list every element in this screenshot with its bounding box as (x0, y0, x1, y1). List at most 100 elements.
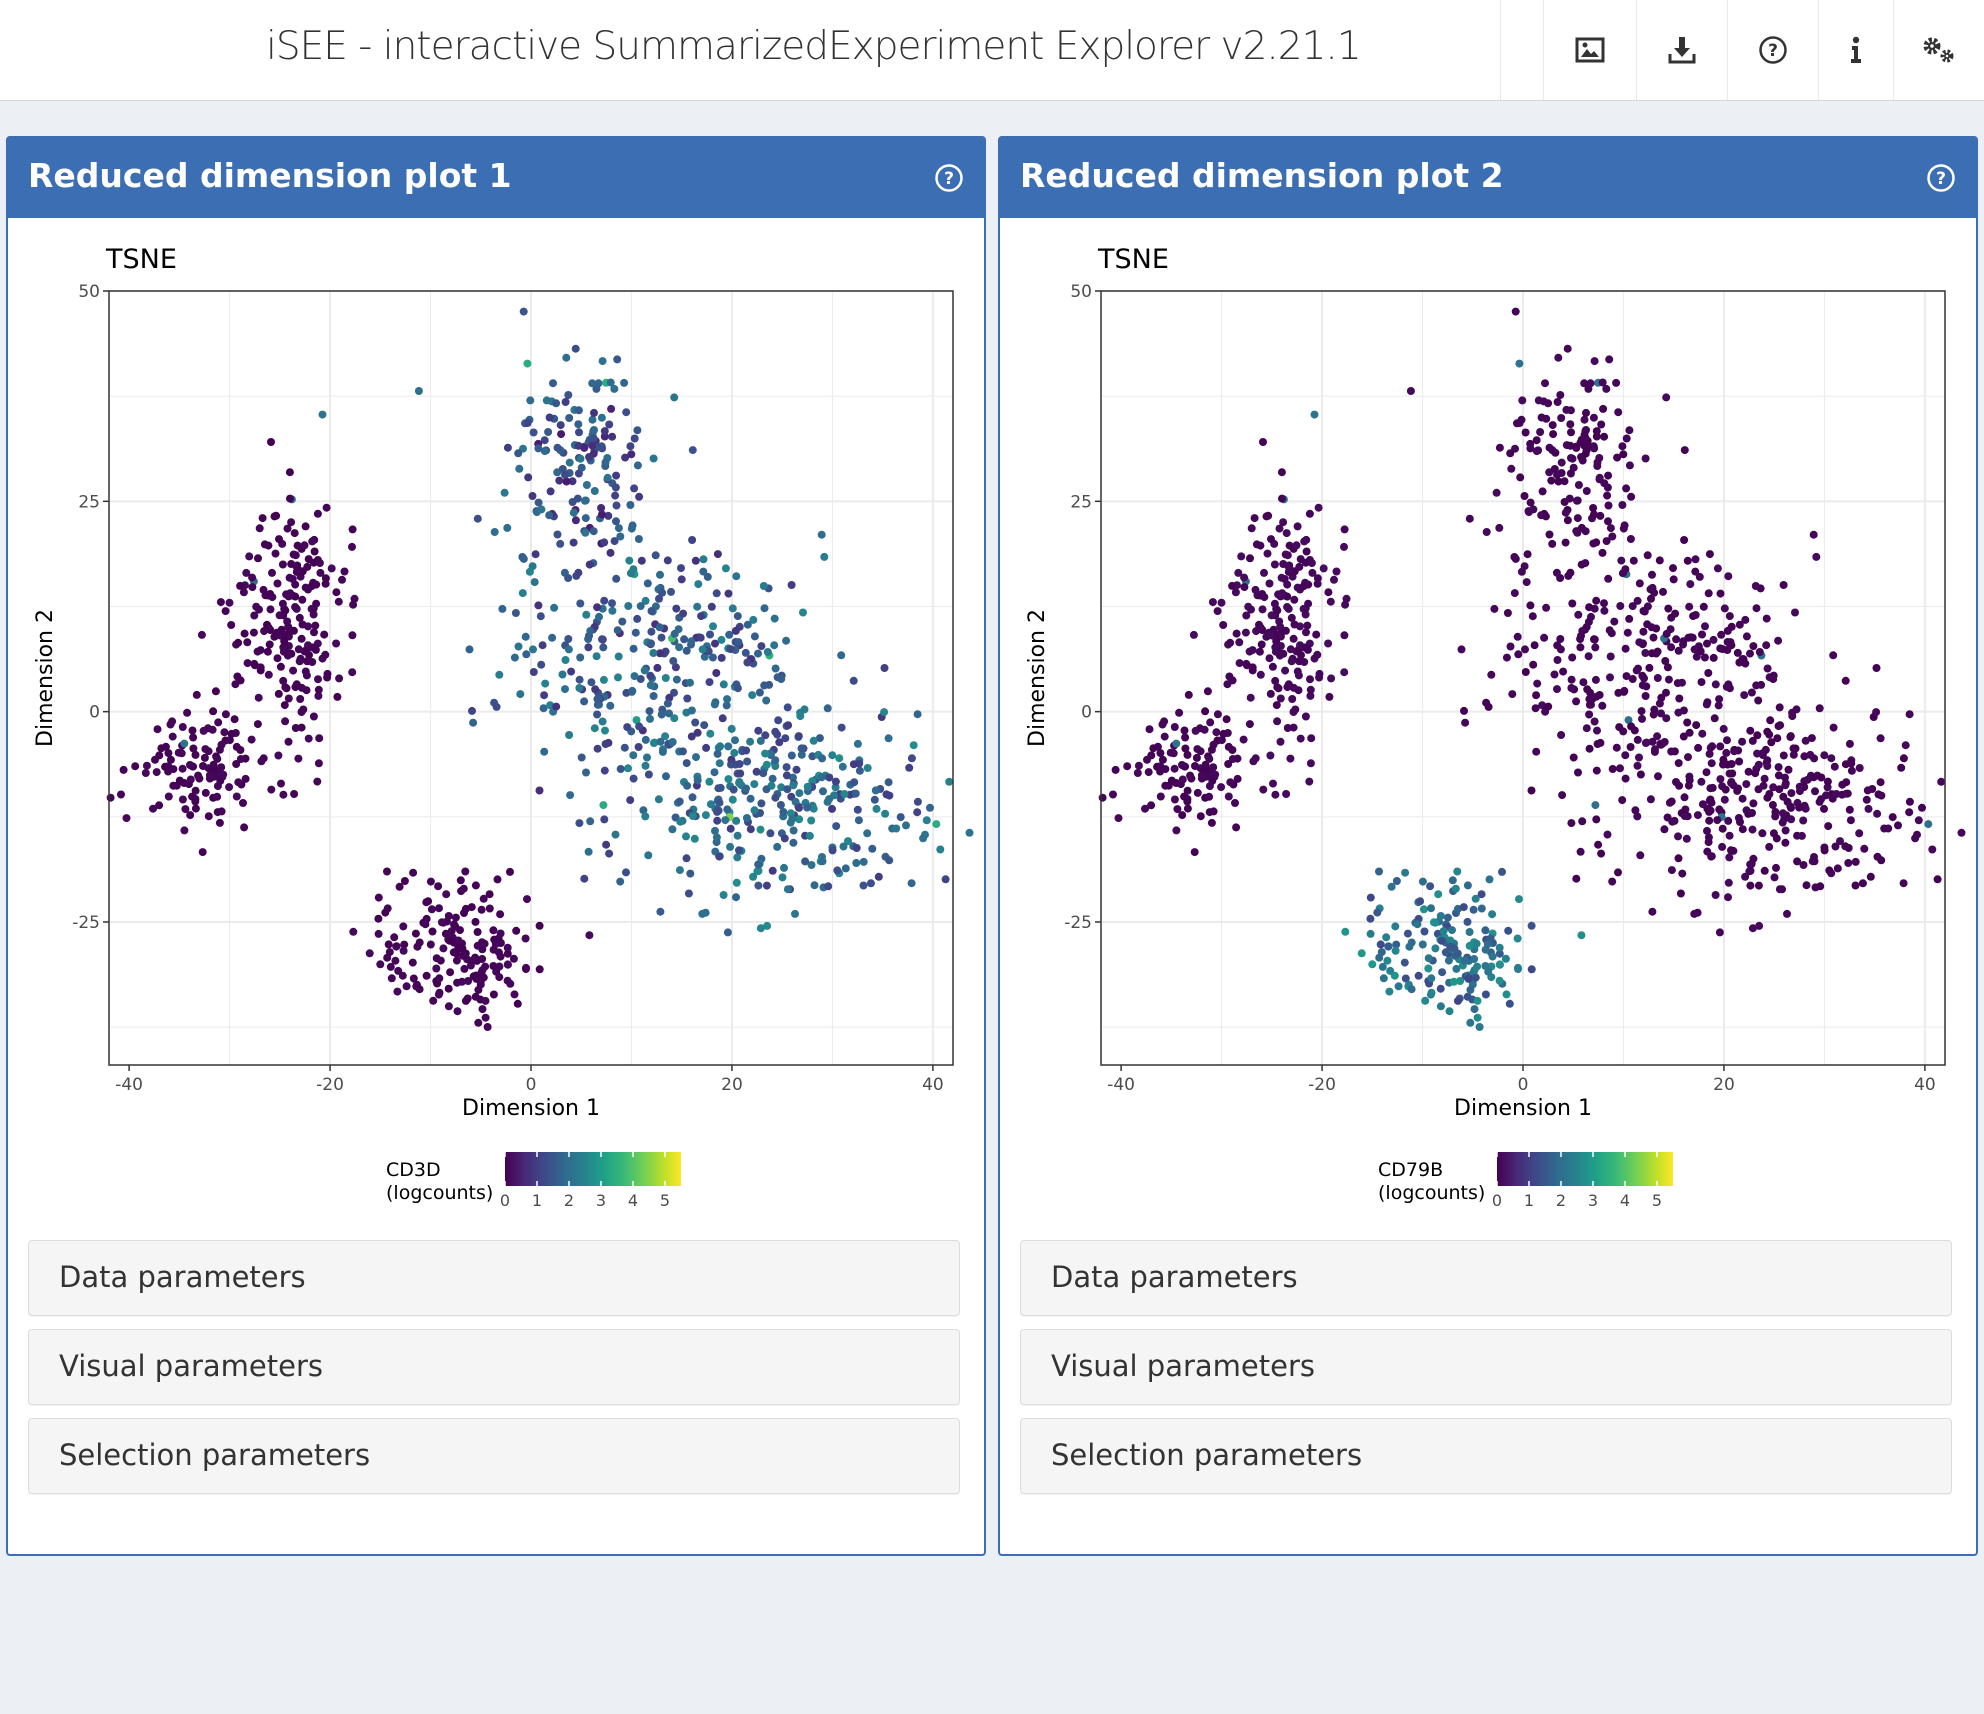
data-point (510, 990, 519, 999)
data-point (635, 722, 644, 731)
data-point (1672, 635, 1681, 644)
data-point (707, 602, 716, 611)
data-point (1156, 749, 1165, 758)
data-point (1638, 681, 1647, 690)
data-point (1406, 387, 1415, 395)
data-point (1392, 877, 1401, 885)
data-point (593, 603, 602, 612)
data-point (220, 728, 229, 737)
data-point (555, 476, 564, 485)
visual-parameters-accordion[interactable]: Visual parameters (28, 1329, 960, 1405)
data-point (1466, 985, 1475, 994)
data-point (1815, 797, 1824, 806)
data-point (451, 913, 460, 922)
data-parameters-accordion[interactable]: Data parameters (28, 1240, 960, 1316)
data-point (535, 786, 544, 795)
data-point (387, 974, 396, 983)
data-point (1702, 700, 1711, 709)
data-point (628, 521, 637, 530)
data-point (291, 724, 300, 732)
data-point (428, 927, 437, 936)
data-point (1390, 971, 1399, 980)
data-point (1606, 524, 1615, 533)
selection-parameters-accordion[interactable]: Selection parameters (1020, 1418, 1952, 1494)
data-point (656, 649, 664, 658)
data-point (1306, 691, 1315, 700)
question-circle-icon[interactable]: ? (934, 163, 964, 193)
data-point (335, 674, 344, 683)
data-point (391, 956, 400, 965)
data-point (168, 717, 177, 726)
export-image-button[interactable] (1543, 0, 1636, 100)
data-point (817, 773, 826, 782)
data-point (178, 723, 187, 731)
data-point (460, 964, 469, 973)
data-point (611, 491, 620, 500)
data-point (1621, 644, 1630, 653)
data-point (1605, 626, 1614, 635)
panel-header: Reduced dimension plot 1 ? (8, 138, 984, 218)
data-point (1451, 884, 1460, 893)
data-point (481, 996, 490, 1005)
data-point (1306, 759, 1315, 768)
data-point (762, 696, 771, 705)
data-point (682, 646, 691, 655)
data-point (818, 857, 827, 866)
data-point (181, 805, 190, 814)
data-point (1844, 844, 1853, 852)
data-point (1722, 748, 1731, 757)
settings-button[interactable] (1893, 0, 1984, 100)
data-point (1297, 651, 1305, 660)
y-axis-label: Dimension 2 (33, 609, 58, 747)
data-point (1553, 685, 1561, 694)
data-point (230, 715, 239, 724)
y-tick-label: 0 (1081, 703, 1092, 723)
data-point (1403, 929, 1412, 938)
data-point (639, 806, 648, 815)
data-point (481, 1013, 490, 1022)
data-point (453, 1007, 462, 1016)
data-point (1660, 738, 1669, 746)
info-button[interactable] (1818, 0, 1893, 100)
data-point (688, 446, 697, 455)
data-point (759, 582, 768, 590)
download-button[interactable] (1636, 0, 1727, 100)
data-point (655, 594, 663, 603)
data-point (515, 464, 524, 473)
help-tour-button[interactable]: ? (1727, 0, 1818, 100)
data-point (1715, 928, 1724, 937)
data-point (1690, 909, 1699, 918)
data-point (472, 974, 481, 983)
data-point (694, 580, 703, 589)
data-point (1765, 673, 1774, 682)
data-point (782, 763, 791, 772)
data-point (1723, 626, 1732, 635)
tsne-plot[interactable]: TSNE -40 -20 0 20 40 50 25 0 -25 Dimension 1 Dimens… (8, 220, 1018, 1220)
data-point (1635, 579, 1644, 588)
data-point (348, 668, 357, 677)
legend-colorbar (505, 1152, 681, 1186)
legend-tick-label: 2 (564, 1191, 574, 1210)
data-point (1324, 588, 1333, 597)
data-point (693, 602, 702, 611)
data-point (1567, 684, 1576, 692)
data-point (1273, 717, 1282, 726)
data-point (587, 678, 596, 687)
data-point (1559, 667, 1568, 676)
data-point (1725, 853, 1734, 862)
data-point (464, 977, 473, 985)
question-circle-icon[interactable]: ? (1926, 163, 1956, 193)
data-parameters-accordion[interactable]: Data parameters (1020, 1240, 1952, 1316)
data-point (293, 565, 302, 574)
selection-parameters-accordion[interactable]: Selection parameters (28, 1418, 960, 1494)
data-point (454, 942, 463, 951)
data-point (721, 816, 730, 825)
data-point (1825, 866, 1834, 875)
tsne-plot[interactable]: TSNE -40 -20 0 20 40 50 25 0 -25 Dimension 1 Dimens… (1000, 220, 1976, 1220)
data-point (1899, 754, 1908, 763)
visual-parameters-accordion[interactable]: Visual parameters (1020, 1329, 1952, 1405)
data-point (1466, 1018, 1475, 1027)
data-point (913, 710, 922, 719)
data-point (1742, 780, 1751, 789)
data-point (686, 678, 694, 687)
